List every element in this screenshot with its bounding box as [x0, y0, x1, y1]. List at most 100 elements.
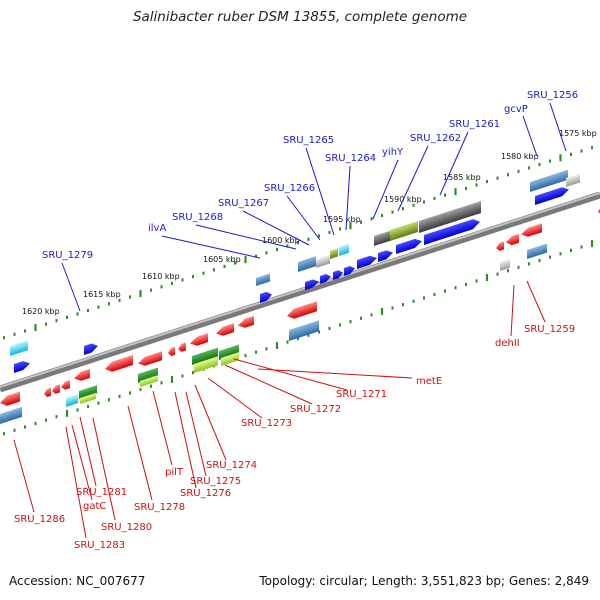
forward-gene-label: SRU_1279: [42, 250, 93, 261]
forward-gene-label: gcvP: [504, 104, 528, 115]
reverse-cds-arrow: [216, 323, 234, 336]
forward-cds-arrow: [320, 274, 331, 284]
reverse-feature-block: [192, 347, 218, 365]
reverse-cds-arrow: [190, 333, 208, 346]
reverse-gene-leader: [65, 426, 87, 539]
reverse-cds-arrow: [138, 351, 162, 366]
reverse-gene-label: SRU_1283: [74, 540, 125, 551]
reverse-gene-leader: [127, 405, 153, 501]
forward-gene-label: SRU_1265: [283, 135, 334, 146]
reverse-gene-label: SRU_1274: [206, 460, 257, 471]
reverse-feature-block: [500, 258, 510, 271]
forward-feature-block: [316, 254, 330, 268]
scale-label-kbp: 1595 kbp: [323, 215, 361, 224]
reverse-cds-arrow: [0, 391, 20, 406]
forward-cds-arrow: [424, 219, 480, 245]
forward-gene-label: SRU_1267: [218, 198, 269, 209]
reverse-gene-label: SRU_1259: [524, 324, 575, 335]
forward-gene-label: SRU_1261: [449, 119, 500, 130]
forward-gene-leader: [242, 210, 310, 246]
forward-gene-label: ilvA: [148, 223, 166, 234]
reverse-cds-arrow: [44, 387, 51, 397]
reverse-gene-leader: [71, 424, 93, 501]
forward-gene-leader: [286, 195, 321, 241]
reverse-feature-block: [221, 352, 239, 366]
reverse-cds-arrow: [506, 233, 519, 246]
forward-feature-block: [256, 273, 270, 286]
forward-feature-block: [566, 173, 580, 187]
scale-label-kbp: 1615 kbp: [83, 290, 121, 299]
reverse-gene-leader: [174, 391, 197, 489]
forward-cds-arrow: [378, 250, 393, 262]
reverse-cds-arrow: [178, 342, 186, 352]
forward-feature-block: [298, 256, 316, 272]
reverse-gene-leader: [79, 416, 97, 487]
reverse-gene-label: dehII: [495, 338, 520, 349]
reverse-gene-leader: [510, 284, 515, 337]
reverse-cds-arrow: [74, 368, 90, 381]
forward-gene-leader: [397, 145, 429, 212]
reverse-gene-label: SRU_1281: [76, 487, 127, 498]
forward-gene-leader: [549, 102, 567, 152]
scale-label-kbp: 1580 kbp: [501, 152, 539, 161]
map-title: Salinibacter ruber DSM 13855, complete g…: [132, 9, 468, 25]
forward-feature-block: [374, 230, 390, 246]
forward-cds-arrow: [333, 270, 343, 280]
reverse-gene-label: SRU_1276: [180, 488, 231, 499]
forward-gene-leader: [522, 115, 538, 157]
scale-label-kbp: 1575 kbp: [559, 129, 597, 138]
forward-gene-leader: [61, 262, 81, 312]
forward-feature-block: [390, 220, 418, 242]
reverse-gene-label: SRU_1278: [134, 502, 185, 513]
reverse-gene-leader: [194, 384, 227, 461]
reverse-cds-arrow: [168, 346, 175, 356]
forward-gene-leader: [345, 165, 351, 231]
gene-leaders: [13, 102, 567, 539]
reverse-cds-arrow: [238, 315, 254, 328]
reverse-feature-block: [219, 344, 239, 360]
reverse-gene-leader: [233, 358, 348, 391]
forward-feature-block: [419, 200, 481, 233]
reverse-feature-block: [0, 406, 22, 424]
reverse-feature-block: [79, 385, 97, 399]
genome-backbone: [0, 191, 600, 393]
reverse-gene-leader: [13, 439, 35, 513]
reverse-cds-arrow: [105, 354, 133, 372]
forward-feature-block: [339, 243, 349, 256]
forward-gene-label: SRU_1256: [527, 90, 578, 101]
accession-text: Accession: NC_007677: [9, 574, 146, 588]
reverse-gene-label: SRU_1272: [290, 404, 341, 415]
reverse-gene-label: SRU_1286: [14, 514, 65, 525]
reverse-gene-leader: [207, 377, 263, 419]
scale-label-kbp: 1585 kbp: [443, 173, 481, 182]
cds-features: [0, 169, 600, 424]
forward-gene-leader: [439, 131, 469, 196]
reverse-gene-label: metE: [416, 376, 442, 387]
reverse-cds-arrow: [287, 301, 317, 319]
reverse-gene-leader: [224, 364, 313, 405]
forward-feature-block: [10, 340, 28, 356]
reverse-feature-block: [140, 375, 158, 387]
forward-cds-arrow: [14, 361, 30, 373]
scale-label-kbp: 1605 kbp: [203, 255, 241, 264]
genome-backbone-highlight: [0, 192, 600, 388]
reverse-gene-label: SRU_1275: [190, 476, 241, 487]
forward-cds-arrow: [357, 255, 377, 269]
reverse-gene-label: SRU_1280: [101, 522, 152, 533]
forward-cds-arrow: [84, 343, 98, 355]
reverse-feature-block: [80, 392, 96, 404]
reverse-feature-block: [66, 394, 78, 407]
forward-cds-arrow: [305, 279, 319, 290]
gene-labels: SRU_1256 gcvP SRU_1261 SRU_1262 yihY SRU_1264…: [14, 90, 578, 551]
reverse-gene-label: pilT: [165, 467, 184, 478]
scale-label-kbp: 1600 kbp: [262, 236, 300, 245]
reverse-gene-label: SRU_1273: [241, 418, 292, 429]
forward-gene-label: SRU_1262: [410, 133, 461, 144]
forward-gene-label: SRU_1264: [325, 153, 376, 164]
scale-label-kbp: 1620 kbp: [22, 307, 60, 316]
forward-gene-leader: [372, 159, 399, 220]
forward-gene-leader: [195, 224, 297, 250]
forward-gene-label: yihY: [382, 147, 404, 158]
reverse-cds-arrow: [52, 384, 60, 394]
forward-feature-block: [530, 169, 568, 193]
